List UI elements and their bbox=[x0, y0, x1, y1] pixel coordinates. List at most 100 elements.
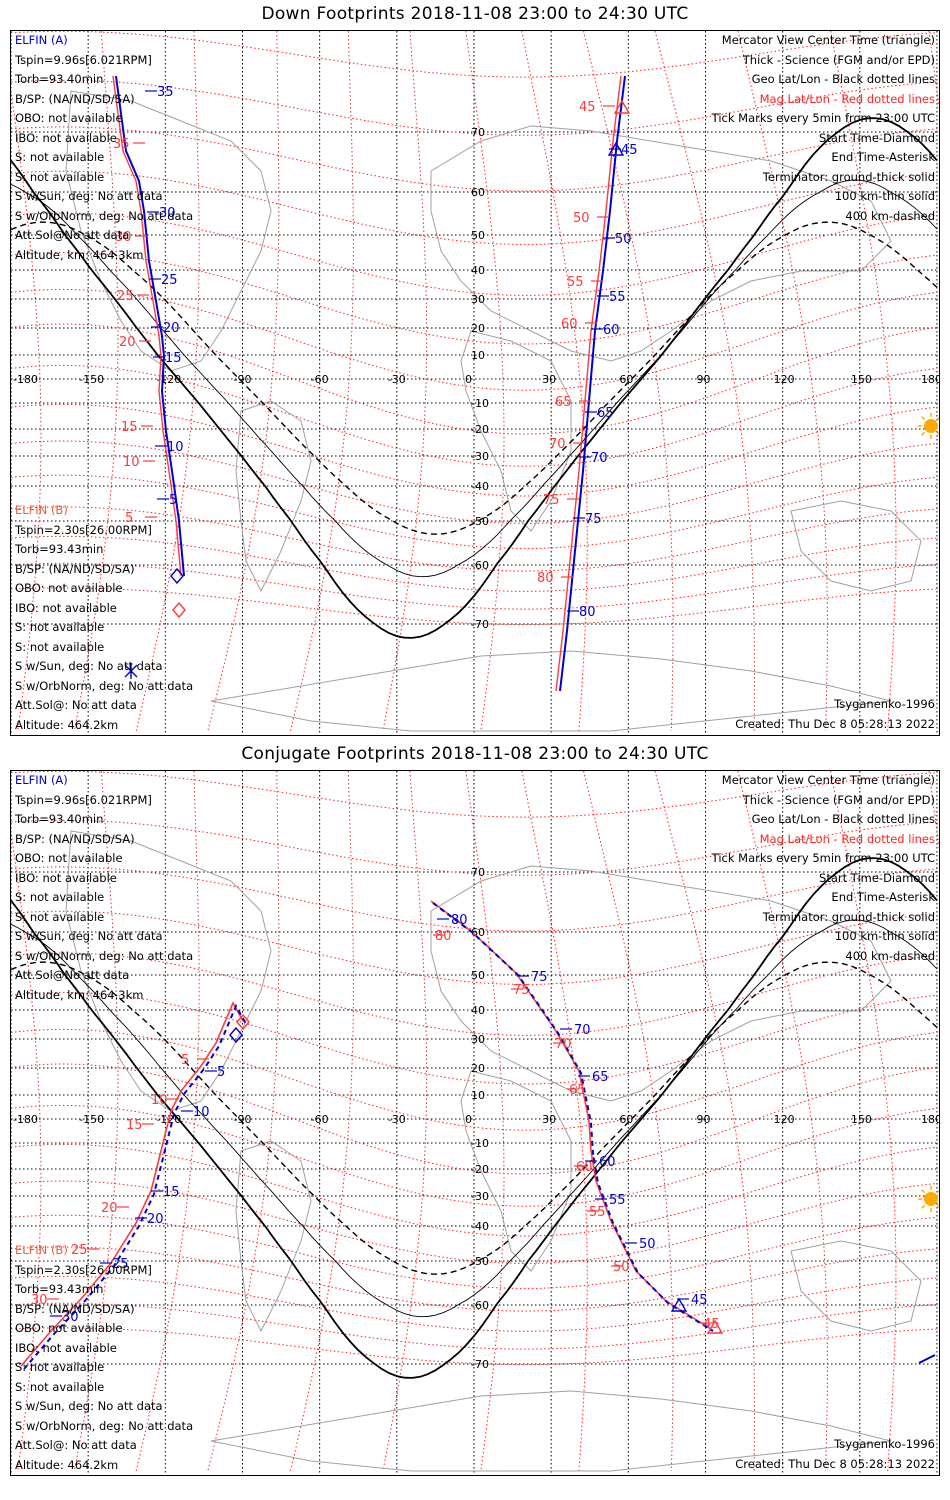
legend-line: Terminator: ground-thick solid bbox=[762, 169, 935, 184]
lon-tick-label: -180 bbox=[13, 373, 38, 386]
lon-tick-label: -60 bbox=[311, 1113, 329, 1126]
elfin-a-tick-label: 45 bbox=[621, 143, 638, 158]
info-line: OBO: not available bbox=[15, 1321, 123, 1335]
elfin-a-tick-label: 75 bbox=[585, 512, 602, 527]
elfin-b-name: ELFIN (B) bbox=[15, 1243, 68, 1257]
sun-ray bbox=[921, 1189, 926, 1194]
lon-tick-label: 150 bbox=[851, 373, 872, 386]
coastline bbox=[210, 650, 892, 732]
elfin-a-tick-label: 25 bbox=[161, 273, 178, 288]
elfin-a-tick-label: 10 bbox=[167, 440, 184, 455]
map-frame: -180 -150 -120 -90 -60 -30 0 30 60 90 120 150 180 70 6… bbox=[10, 770, 940, 1476]
lat-tick-label: -60 bbox=[471, 1299, 489, 1312]
lat-tick-label: -30 bbox=[471, 450, 489, 463]
created-label: Created: Thu Dec 8 05:28:13 2022 bbox=[735, 1457, 935, 1471]
info-line: S: not available bbox=[15, 169, 105, 184]
mag-lon-line bbox=[382, 771, 428, 1472]
legend-line: 100 km-thin solid bbox=[834, 929, 935, 943]
info-line: S w/OrbNorm, deg: No att data bbox=[15, 678, 194, 693]
info-line: S: not available bbox=[15, 909, 105, 924]
mag-lat-line bbox=[11, 1327, 938, 1365]
lon-tick-label: 30 bbox=[542, 1113, 556, 1126]
info-line: Torb=93.40min bbox=[15, 72, 104, 86]
info-line: S: not available bbox=[15, 639, 105, 654]
elfin-a-name: ELFIN (A) bbox=[15, 33, 68, 47]
info-line: Tspin=2.30s[26.00RPM] bbox=[15, 1262, 152, 1277]
lat-tick-label: -40 bbox=[471, 480, 489, 493]
elfin-b-tick-label: 35 bbox=[113, 137, 130, 152]
mag-lat-line bbox=[11, 866, 938, 932]
start-diamond bbox=[236, 1013, 250, 1031]
info-line: B/SP: (NA/ND/SD/SA) bbox=[15, 1301, 135, 1316]
lon-tick-label: 30 bbox=[542, 373, 556, 386]
center-triangle bbox=[670, 1297, 688, 1312]
info-line: Att.Sol@: No att data bbox=[15, 1438, 137, 1452]
track-wrap-segment bbox=[918, 1354, 936, 1364]
mag-lon-line bbox=[830, 771, 897, 1472]
sun-disc bbox=[924, 1192, 938, 1206]
elfin-a-tick-label: 50 bbox=[615, 232, 632, 247]
elfin-b-tick-label: 20 bbox=[119, 335, 136, 350]
model-label: Tsyganenko-1996 bbox=[834, 697, 935, 711]
start-diamond bbox=[229, 1026, 243, 1044]
mag-lat-line bbox=[11, 771, 938, 818]
info-line: Torb=93.43min bbox=[15, 1282, 104, 1296]
coastlines bbox=[65, 830, 922, 1472]
lat-tick-label: 60 bbox=[471, 926, 485, 939]
start-diamond bbox=[170, 567, 184, 585]
terminator-100km bbox=[11, 919, 938, 1318]
elfin-a-tick-label: 80 bbox=[451, 913, 468, 928]
legend-line: Mag Lat/Lon - Red dotted lines bbox=[759, 91, 935, 106]
elfin-b-info: ELFIN (B) Tspin=2.30s[26.00RPM] Torb=93.… bbox=[15, 501, 193, 735]
elfin-b-tick-label: 75 bbox=[513, 983, 530, 998]
mag-lat-line bbox=[11, 587, 938, 625]
sun-ray bbox=[921, 431, 926, 436]
elfin-a-tick-label: 10 bbox=[193, 1105, 210, 1120]
mag-lon-line bbox=[830, 31, 897, 732]
mag-lon-line bbox=[465, 771, 505, 1472]
end-asterisk bbox=[124, 663, 138, 679]
legend-line: 400 km-dashed bbox=[845, 208, 935, 223]
elfin-b-tick-label: 20 bbox=[101, 1201, 118, 1216]
coastline bbox=[235, 1140, 312, 1333]
lon-tick-label: -30 bbox=[388, 373, 406, 386]
elfin-a-tick-label: 65 bbox=[597, 406, 614, 421]
info-line: S w/Sun, deg: No att data bbox=[15, 189, 163, 203]
elfin-a-tick-label: 30 bbox=[62, 1310, 79, 1325]
satellite-tracks: 35 30 25 20 15 10 5 35 30 25 20 15 10 5 45 50 55 60 65 70 75… bbox=[112, 75, 638, 692]
mag-lon-line bbox=[135, 31, 200, 732]
elfin-a-tick-label: 45 bbox=[691, 1293, 708, 1308]
elfin-b-tick-label: 5 bbox=[181, 1053, 189, 1068]
elfin-a-tick-label: 70 bbox=[574, 1023, 591, 1038]
info-line: Att.Sol@No att data bbox=[15, 228, 130, 242]
geo-grid bbox=[11, 31, 939, 735]
coastline bbox=[65, 90, 272, 372]
elfin-b-tick-label: 10 bbox=[151, 1093, 168, 1108]
elfin-b-tick-label: 5 bbox=[125, 511, 133, 526]
legend-line: Mag Lat/Lon - Red dotted lines bbox=[759, 831, 935, 846]
elfin-a-name: ELFIN (A) bbox=[15, 773, 68, 787]
terminator-curves bbox=[11, 857, 938, 1379]
elfin-b-tick-label: 60 bbox=[561, 317, 578, 332]
mag-lat-line bbox=[11, 991, 938, 1085]
lat-tick-label: -40 bbox=[471, 1220, 489, 1233]
info-line: Torb=93.43min bbox=[15, 542, 104, 556]
lat-tick-label: 50 bbox=[471, 969, 485, 982]
info-line: Tspin=2.30s[26.00RPM] bbox=[15, 522, 152, 537]
info-line: S w/Sun, deg: No att data bbox=[15, 1399, 163, 1413]
mag-lon-line bbox=[382, 31, 428, 732]
info-line: Tspin=9.96s[6.021RPM] bbox=[15, 52, 152, 67]
info-line: S: not available bbox=[15, 150, 105, 164]
conjugate-footprints-panel: Conjugate Footprints 2018-11-08 23:00 to… bbox=[0, 740, 950, 1490]
legend-line: Thick - Science (FGM and/or EPD) bbox=[742, 792, 935, 807]
mag-lon-line bbox=[521, 771, 588, 1472]
info-line: Torb=93.40min bbox=[15, 812, 104, 826]
lon-tick-label: 120 bbox=[774, 1113, 795, 1126]
info-line: OBO: not available bbox=[15, 111, 123, 125]
lat-tick-label: 20 bbox=[471, 1062, 485, 1075]
info-line: Altitude, km: 464.3km bbox=[15, 247, 144, 262]
mag-grid bbox=[11, 31, 939, 732]
legend-line: Start Time-Diamond bbox=[819, 870, 935, 885]
elfin-b-tick-label: 80 bbox=[435, 929, 452, 944]
elfin-a-tick-label: 5 bbox=[169, 493, 177, 508]
